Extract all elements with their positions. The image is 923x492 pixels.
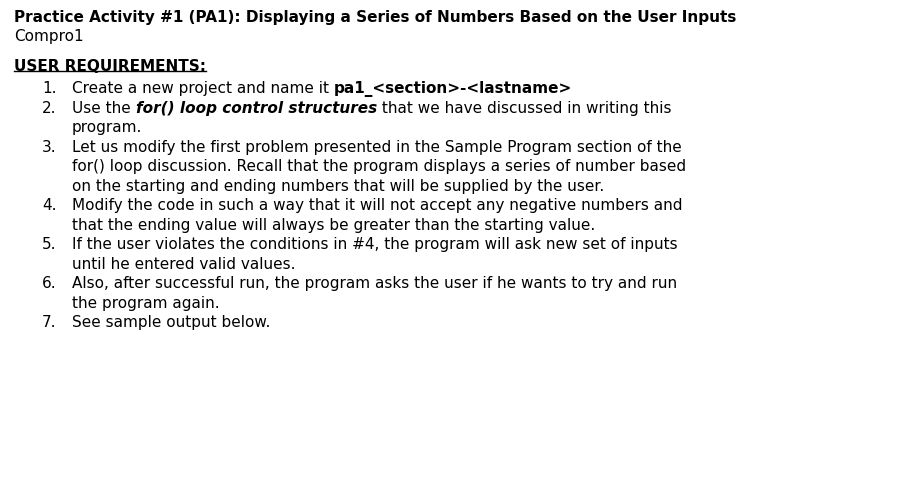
Text: for() loop discussion. Recall that the program displays a series of number based: for() loop discussion. Recall that the p…	[72, 159, 686, 174]
Text: Use the: Use the	[72, 101, 136, 116]
Text: 2.: 2.	[42, 101, 56, 116]
Text: 6.: 6.	[42, 276, 56, 291]
Text: until he entered valid values.: until he entered valid values.	[72, 257, 295, 272]
Text: Practice Activity #1 (PA1): Displaying a Series of Numbers Based on the User Inp: Practice Activity #1 (PA1): Displaying a…	[14, 10, 737, 25]
Text: that we have discussed in writing this: that we have discussed in writing this	[377, 101, 671, 116]
Text: that the ending value will always be greater than the starting value.: that the ending value will always be gre…	[72, 217, 595, 233]
Text: Also, after successful run, the program asks the user if he wants to try and run: Also, after successful run, the program …	[72, 276, 677, 291]
Text: 3.: 3.	[42, 140, 56, 154]
Text: 5.: 5.	[42, 237, 56, 252]
Text: Let us modify the first problem presented in the Sample Program section of the: Let us modify the first problem presente…	[72, 140, 682, 154]
Text: program.: program.	[72, 120, 142, 135]
Text: for() loop control structures: for() loop control structures	[136, 101, 377, 116]
Text: Create a new project and name it: Create a new project and name it	[72, 81, 334, 96]
Text: Compro1: Compro1	[14, 30, 84, 44]
Text: See sample output below.: See sample output below.	[72, 315, 270, 330]
Text: Modify the code in such a way that it will not accept any negative numbers and: Modify the code in such a way that it wi…	[72, 198, 682, 213]
Text: If the user violates the conditions in #4, the program will ask new set of input: If the user violates the conditions in #…	[72, 237, 677, 252]
Text: 7.: 7.	[42, 315, 56, 330]
Text: on the starting and ending numbers that will be supplied by the user.: on the starting and ending numbers that …	[72, 179, 605, 194]
Text: 1.: 1.	[42, 81, 56, 96]
Text: pa1_<section>-<lastname>: pa1_<section>-<lastname>	[334, 81, 572, 97]
Text: the program again.: the program again.	[72, 296, 220, 310]
Text: 4.: 4.	[42, 198, 56, 213]
Text: USER REQUIREMENTS:: USER REQUIREMENTS:	[14, 59, 206, 74]
